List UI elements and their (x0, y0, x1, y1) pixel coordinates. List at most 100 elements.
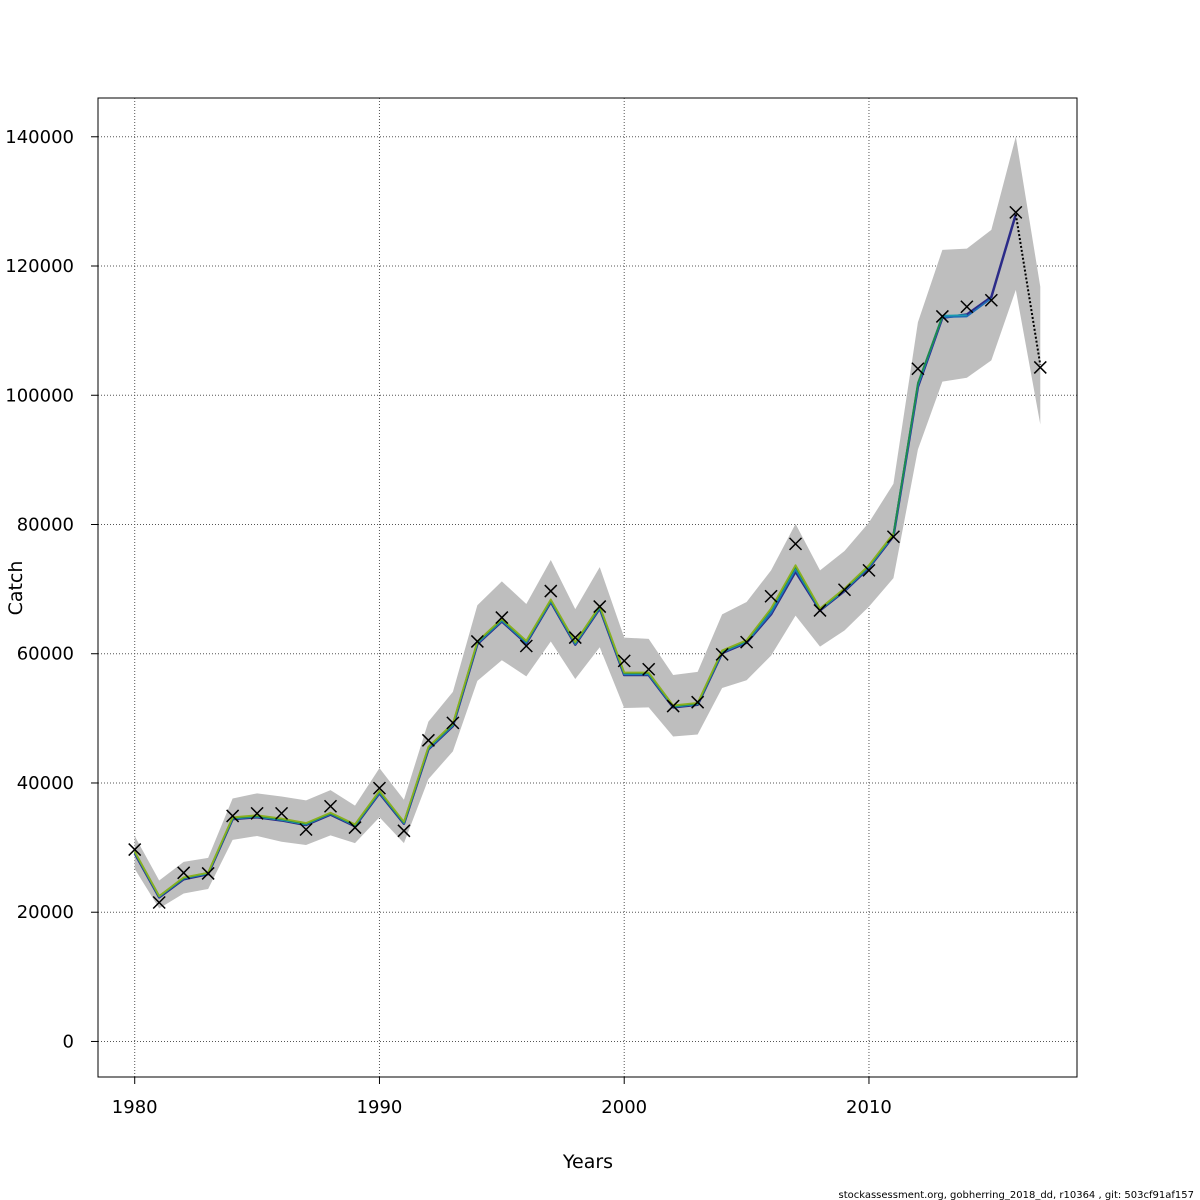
y-tick-label: 140000 (5, 127, 74, 148)
observed-marker-stroke (617, 654, 631, 668)
observed-marker-stroke (691, 695, 705, 709)
observed-marker-stroke (666, 699, 680, 713)
observed-marker-stroke (323, 799, 338, 813)
observed-marker-stroke (226, 809, 240, 823)
observed-marker-stroke (299, 822, 313, 837)
x-tick-label: 2010 (846, 1097, 892, 1118)
observed-marker-stroke (789, 537, 803, 551)
grid (98, 98, 1077, 1077)
observed-markers-layer (128, 205, 1047, 910)
observed-point (568, 631, 582, 645)
observed-point (250, 806, 264, 820)
observed-point (593, 600, 607, 614)
observed-point (397, 824, 411, 838)
x-axis-title: Years (562, 1151, 613, 1173)
observed-marker-stroke (348, 821, 362, 835)
observed-point (226, 809, 240, 823)
observed-point (813, 603, 827, 617)
observed-point (837, 583, 852, 597)
observed-marker-stroke (935, 309, 949, 323)
observed-marker-stroke (201, 866, 215, 880)
observed-point (642, 662, 656, 676)
observed-marker-stroke (813, 603, 827, 617)
x-tick-label: 2000 (601, 1097, 647, 1118)
observed-point (789, 537, 803, 551)
observed-marker-stroke (275, 806, 289, 820)
observed-point (691, 695, 705, 709)
observed-point (275, 806, 289, 820)
y-tick-label: 40000 (17, 773, 74, 794)
series-lines-layer (133, 213, 1042, 899)
observed-point (495, 611, 509, 625)
observed-point (984, 293, 998, 307)
observed-point (421, 733, 435, 747)
observed-marker-stroke (960, 300, 974, 314)
observed-marker-stroke (715, 647, 729, 661)
estimate-line-5 (133, 532, 895, 897)
observed-marker-stroke (593, 600, 607, 614)
observed-marker-stroke (421, 733, 435, 747)
x-tick-label: 1980 (112, 1097, 158, 1118)
observed-marker-stroke (250, 806, 264, 820)
observed-marker-stroke (984, 293, 998, 307)
observed-marker-stroke (642, 662, 656, 676)
plot-frame (97, 97, 1078, 1078)
observed-point (764, 589, 778, 603)
observed-marker-stroke (495, 611, 509, 625)
observed-point (960, 300, 974, 314)
observed-marker-stroke (862, 563, 876, 577)
observed-marker-stroke (128, 843, 142, 857)
y-tick-label: 120000 (5, 256, 74, 277)
observed-marker-stroke (886, 530, 900, 544)
observed-point (152, 895, 166, 910)
observed-point (348, 821, 362, 835)
observed-point (544, 584, 558, 598)
y-tick-label: 0 (63, 1031, 74, 1052)
observed-point (372, 781, 386, 795)
observed-point (935, 309, 949, 323)
observed-marker-stroke (470, 634, 484, 648)
observed-point (1033, 360, 1047, 374)
observed-point (519, 639, 533, 653)
observed-marker-stroke (372, 781, 386, 795)
observed-marker-stroke (544, 584, 558, 598)
y-axis-title: Catch (5, 561, 27, 616)
y-tick-label: 100000 (5, 385, 74, 406)
y-tick-label: 80000 (17, 514, 74, 535)
observed-point (446, 716, 460, 730)
observed-point (666, 699, 680, 713)
observed-marker-stroke (1033, 360, 1047, 374)
observed-marker-stroke (568, 631, 582, 645)
observed-point (1009, 205, 1023, 219)
observed-marker-stroke (397, 824, 411, 838)
observed-point (299, 822, 313, 837)
observed-point (128, 843, 142, 857)
observed-marker-stroke (1009, 205, 1023, 219)
observed-marker-stroke (837, 583, 852, 597)
footer-credit: stockassessment.org, gobherring_2018_dd,… (838, 1190, 1194, 1200)
observed-marker-stroke (764, 589, 778, 603)
observed-point (715, 647, 729, 661)
observed-marker-stroke (152, 895, 166, 910)
y-tick-label: 20000 (17, 902, 74, 923)
observed-point (177, 866, 191, 880)
observed-marker-stroke (740, 635, 754, 649)
axes: 1980 1990 2000 2010 0 20000 40000 60000 80000 100… (5, 127, 892, 1118)
observed-point (617, 654, 631, 668)
y-tick-label: 60000 (17, 644, 74, 665)
observed-point (740, 635, 754, 649)
confidence-band-layer (134, 136, 1041, 909)
x-tick-label: 1990 (357, 1097, 403, 1118)
observed-point (886, 530, 900, 544)
observed-point (862, 563, 876, 577)
observed-marker-stroke (519, 639, 533, 653)
confidence-band (134, 136, 1041, 909)
observed-point (911, 362, 925, 376)
observed-point (201, 866, 215, 880)
observed-point (323, 799, 338, 813)
observed-point (470, 634, 484, 648)
observed-marker-stroke (911, 362, 925, 376)
observed-marker-stroke (446, 716, 460, 730)
observed-marker-stroke (177, 866, 191, 880)
